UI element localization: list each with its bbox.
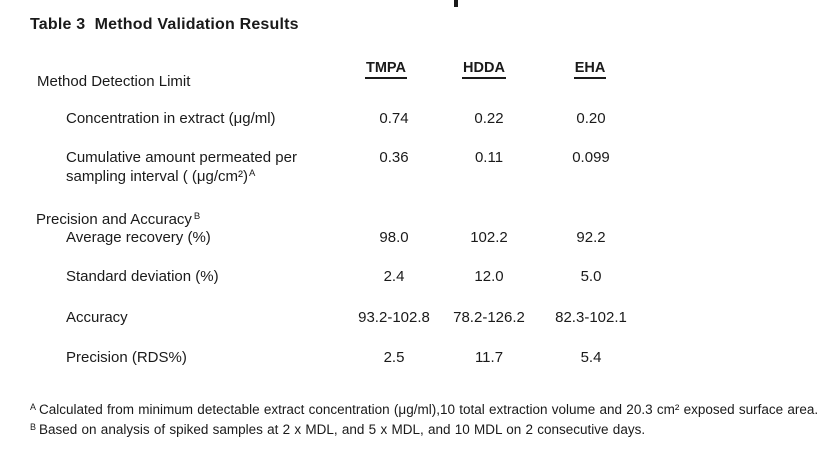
value-concentration-eha: 0.20: [576, 110, 606, 127]
row-label-avg-recovery: Average recovery (%): [66, 229, 211, 246]
value-std-dev-tmpa: 2.4: [383, 268, 405, 285]
column-header-hdda: HDDA: [434, 60, 534, 79]
footnotes: A Calculated from minimum detectable extr…: [30, 401, 830, 440]
section-heading-precision-accuracy: Precision and Accuracy B: [36, 211, 200, 230]
footnote-a: A Calculated from minimum detectable extr…: [30, 401, 830, 421]
row-label-std-dev: Standard deviation (%): [66, 268, 219, 285]
value-std-dev-eha: 5.0: [580, 268, 602, 285]
row-label-precision: Precision (RDS%): [66, 349, 187, 366]
column-header-hdda-label: HDDA: [462, 60, 506, 79]
column-header-eha: EHA: [540, 60, 640, 79]
column-header-tmpa: TMPA: [336, 60, 436, 79]
footnote-a-text: Calculated from minimum detectable extra…: [39, 402, 819, 417]
value-precision-eha: 5.4: [580, 349, 602, 366]
value-accuracy-tmpa: 93.2-102.8: [358, 309, 430, 326]
row-label-accuracy: Accuracy: [66, 309, 128, 326]
row-label-cumulative-superscript: A: [249, 168, 256, 179]
row-label-cumulative-line2: sampling interval ( (μg/cm²): [66, 168, 249, 185]
row-label-cumulative-line1: Cumulative amount permeated per: [66, 149, 297, 166]
value-concentration-hdda: 0.22: [474, 110, 504, 127]
value-accuracy-hdda: 78.2-126.2: [453, 309, 525, 326]
section-heading-precision-accuracy-label: Precision and Accuracy: [36, 211, 192, 228]
value-cumulative-eha: 0.099: [572, 149, 610, 166]
value-cumulative-tmpa: 0.36: [379, 149, 409, 166]
row-label-concentration: Concentration in extract (μg/ml): [66, 110, 276, 127]
table-title: Table 3 Method Validation Results: [30, 16, 299, 33]
footnote-a-superscript: A: [30, 402, 37, 412]
value-std-dev-hdda: 12.0: [474, 268, 504, 285]
value-avg-recovery-eha: 92.2: [576, 229, 606, 246]
footnote-b-text: Based on analysis of spiked samples at 2…: [39, 421, 646, 437]
row-label-cumulative: Cumulative amount permeated per sampling …: [66, 148, 326, 188]
value-precision-hdda: 11.7: [474, 349, 504, 366]
value-avg-recovery-hdda: 102.2: [470, 229, 508, 246]
value-concentration-tmpa: 0.74: [379, 110, 409, 127]
footnote-b: B Based on analysis of spiked samples at …: [30, 421, 830, 441]
value-accuracy-eha: 82.3-102.1: [555, 309, 627, 326]
value-avg-recovery-tmpa: 98.0: [379, 229, 409, 246]
value-cumulative-hdda: 0.11: [474, 149, 504, 166]
footnote-b-superscript: B: [30, 421, 37, 432]
cropped-text-artifact: [454, 0, 458, 7]
section-heading-method-detection-limit: Method Detection Limit: [37, 73, 191, 90]
section-heading-precision-accuracy-superscript: B: [193, 211, 201, 222]
column-header-eha-label: EHA: [573, 60, 607, 79]
column-header-tmpa-label: TMPA: [364, 60, 407, 79]
value-precision-tmpa: 2.5: [383, 349, 405, 366]
